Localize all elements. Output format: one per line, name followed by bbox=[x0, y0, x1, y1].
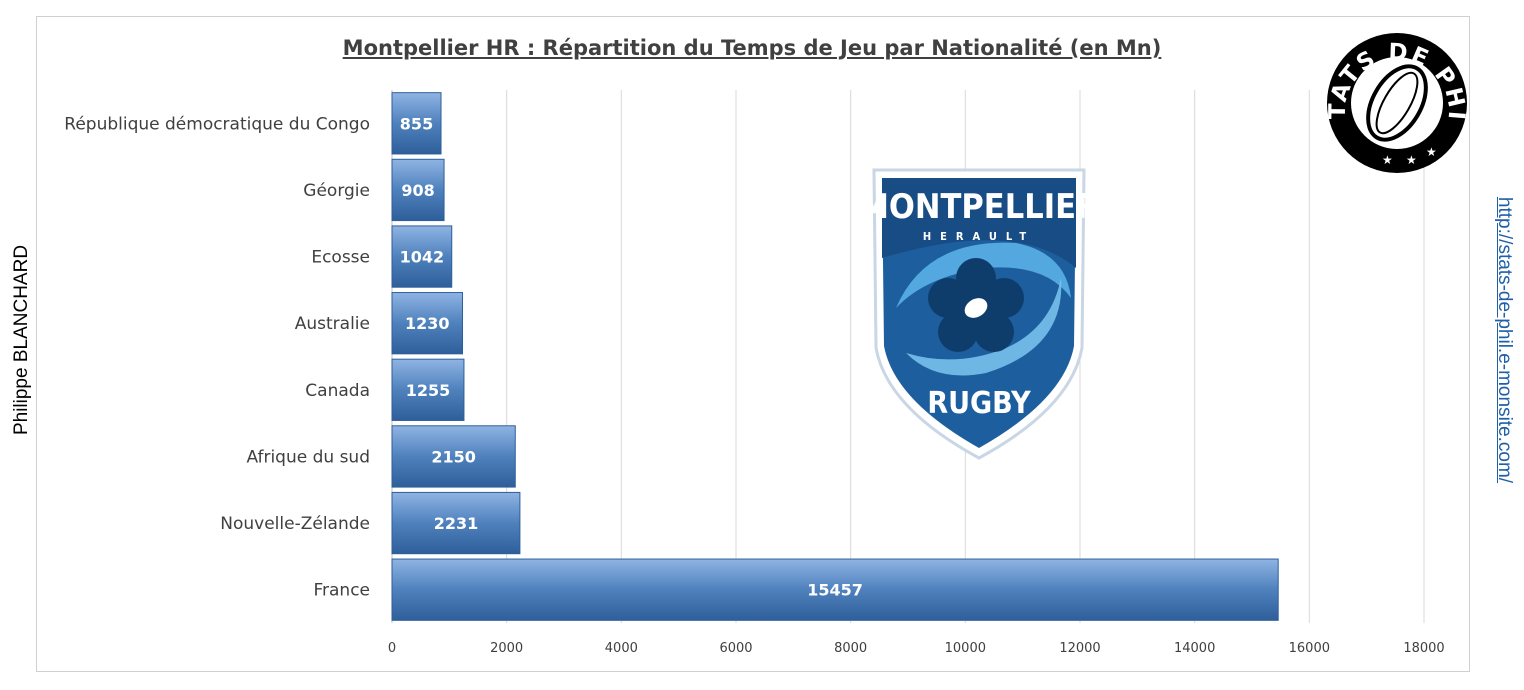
category-label: Australie bbox=[295, 314, 370, 334]
data-label: 15457 bbox=[807, 581, 863, 600]
logo-text-top: MONTPELLIER bbox=[866, 187, 1092, 227]
category-label: Géorgie bbox=[303, 181, 370, 201]
data-label: 2150 bbox=[431, 447, 476, 466]
bar bbox=[391, 158, 445, 222]
data-label: 1255 bbox=[406, 381, 451, 400]
data-label: 2231 bbox=[434, 514, 479, 533]
category-labels: République démocratique du Congo Géorgie E… bbox=[64, 114, 370, 600]
category-label: Nouvelle-Zélande bbox=[220, 514, 370, 534]
bar bbox=[391, 92, 442, 155]
stats-de-phil-badge: STATS DE PHIL ★ ★ ★ bbox=[1326, 28, 1468, 173]
badge-star-icon: ★ bbox=[1426, 145, 1437, 159]
x-tick-label: 14000 bbox=[1174, 641, 1215, 656]
category-label: Afrique du sud bbox=[246, 447, 370, 467]
bar bbox=[391, 425, 516, 488]
bar bbox=[391, 558, 1279, 621]
data-label: 908 bbox=[401, 181, 434, 200]
bar bbox=[391, 292, 464, 355]
category-label: France bbox=[313, 581, 370, 601]
category-label: République démocratique du Congo bbox=[64, 114, 370, 134]
logo-text-bottom: RUGBY bbox=[927, 386, 1031, 421]
data-labels: 855 908 1042 1230 1255 2150 2231 15457 bbox=[400, 114, 863, 599]
x-axis-tick-labels: 0 2000 4000 6000 8000 10000 12000 14000 16000 180… bbox=[388, 641, 1445, 656]
badge-star-icon: ★ bbox=[1382, 153, 1393, 167]
logo-text-middle: HERAULT bbox=[923, 230, 1035, 243]
x-tick-label: 2000 bbox=[490, 641, 523, 656]
bar bbox=[391, 358, 465, 421]
bar bbox=[391, 225, 453, 288]
bars bbox=[391, 92, 1279, 621]
x-tick-label: 18000 bbox=[1403, 641, 1444, 656]
chart-title: Montpellier HR : Répartition du Temps de… bbox=[342, 36, 1162, 60]
category-label: Canada bbox=[305, 381, 370, 401]
x-tick-label: 16000 bbox=[1289, 641, 1330, 656]
montpellier-logo: MONTPELLIER HERAULT RUGBY bbox=[866, 168, 1092, 460]
x-tick-label: 4000 bbox=[605, 641, 638, 656]
bar bbox=[391, 491, 521, 555]
x-tick-label: 12000 bbox=[1059, 641, 1100, 656]
data-label: 1230 bbox=[405, 314, 450, 333]
x-tick-label: 10000 bbox=[945, 641, 986, 656]
category-label: Ecosse bbox=[311, 248, 370, 268]
badge-star-icon: ★ bbox=[1406, 153, 1417, 167]
data-label: 1042 bbox=[400, 248, 445, 267]
data-label: 855 bbox=[400, 114, 433, 133]
x-tick-label: 8000 bbox=[834, 641, 867, 656]
x-tick-label: 0 bbox=[388, 641, 396, 656]
x-tick-label: 6000 bbox=[719, 641, 752, 656]
